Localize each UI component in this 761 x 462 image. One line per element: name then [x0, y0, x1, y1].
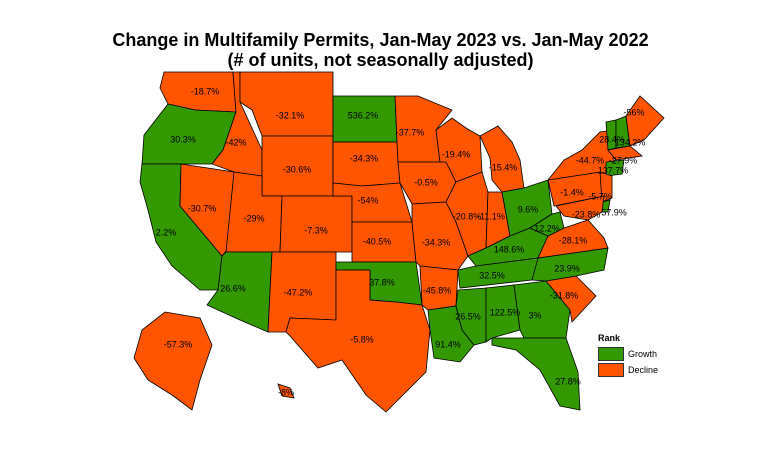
state-label-fl: 27.8% — [555, 376, 581, 386]
state-label-id: -42% — [225, 137, 246, 147]
state-label-wv: 12.2% — [534, 223, 560, 233]
state-label-wy: -30.6% — [283, 164, 312, 174]
state-shape-mt — [239, 71, 334, 137]
state-label-in: -11.1% — [477, 211, 505, 221]
state-label-sc: -31.8% — [550, 290, 579, 300]
state-shape-tx — [285, 269, 431, 413]
state-label-co: -7.3% — [304, 225, 328, 235]
legend-title: Rank — [598, 333, 621, 343]
state-label-ks: -40.5% — [363, 236, 392, 246]
state-label-ny: -44.7% — [576, 155, 605, 165]
legend-swatch-growth — [598, 347, 624, 361]
legend-item-decline: Decline — [598, 363, 658, 377]
state-label-la: 91.4% — [435, 339, 461, 349]
state-shape-hi — [277, 383, 295, 399]
map-subtitle: (# of units, not seasonally adjusted) — [227, 50, 534, 70]
state-label-ut: -29% — [243, 213, 264, 223]
state-label-hi: -8% — [278, 387, 294, 397]
state-shape-fl — [491, 337, 581, 411]
state-label-mn: -37.7% — [396, 127, 425, 137]
state-shape-me — [625, 95, 665, 147]
state-label-de: 57.9% — [601, 207, 627, 217]
legend: Rank Growth Decline — [598, 333, 658, 379]
state-label-nm: -47.2% — [284, 287, 313, 297]
state-label-wa: -18.7% — [191, 86, 220, 96]
state-label-oh: 9.6% — [518, 204, 539, 214]
state-label-sd: -34.3% — [350, 153, 379, 163]
state-label-tx: -5.8% — [350, 334, 374, 344]
state-shape-wv — [529, 211, 565, 237]
state-label-tn: 32.5% — [479, 270, 505, 280]
state-label-nc: 23.9% — [554, 263, 580, 273]
state-label-ms: 26.5% — [455, 311, 481, 321]
state-label-ak: -57.3% — [164, 339, 193, 349]
state-label-ky: 148.6% — [494, 244, 525, 254]
state-label-ia: -0.5% — [414, 177, 438, 187]
legend-label-decline: Decline — [628, 365, 659, 375]
state-shape-sd — [332, 141, 401, 187]
state-shape-ma — [607, 145, 643, 161]
state-label-nv: -30.7% — [188, 203, 217, 213]
state-label-va: -28.1% — [559, 235, 588, 245]
state-label-al: 122.5% — [490, 307, 521, 317]
state-shape-mi — [479, 125, 525, 193]
state-label-or: 30.3% — [170, 134, 196, 144]
state-shape-al — [485, 284, 521, 343]
state-shape-ak — [133, 311, 213, 411]
state-label-ok: 37.8% — [369, 277, 395, 287]
state-label-nh: 134.2% — [615, 137, 646, 147]
state-label-mo: -34.3% — [422, 237, 451, 247]
state-label-az: 26.6% — [220, 283, 246, 293]
state-label-ma: -27.9% — [609, 155, 638, 165]
state-label-nd: 536.2% — [348, 110, 379, 120]
state-label-md: -23.8% — [572, 209, 601, 219]
state-label-vt: 28.4% — [599, 134, 625, 144]
map-title: Change in Multifamily Permits, Jan-May 2… — [112, 30, 649, 50]
state-label-pa: -1.4% — [560, 187, 584, 197]
state-label-ga: 3% — [528, 310, 541, 320]
state-label-ne: -54% — [357, 195, 378, 205]
legend-swatch-decline — [598, 363, 624, 377]
state-label-ct: 137.7% — [598, 165, 629, 175]
state-shape-md — [555, 195, 605, 221]
state-shape-co — [279, 195, 353, 253]
state-label-nj: -5.7% — [588, 191, 612, 201]
legend-label-growth: Growth — [628, 349, 658, 359]
state-label-mi: -15.4% — [489, 162, 518, 172]
state-label-ca: 2.2% — [156, 227, 177, 237]
state-label-mt: -32.1% — [276, 110, 305, 120]
state-label-ar: -45.8% — [423, 285, 452, 295]
legend-item-growth: Growth — [598, 347, 658, 361]
state-shape-nj — [599, 171, 613, 203]
state-shape-ct — [605, 159, 625, 177]
state-label-wi: -19.4% — [442, 149, 471, 159]
state-label-il: -20.8% — [453, 211, 482, 221]
state-label-me: -56% — [623, 107, 644, 117]
